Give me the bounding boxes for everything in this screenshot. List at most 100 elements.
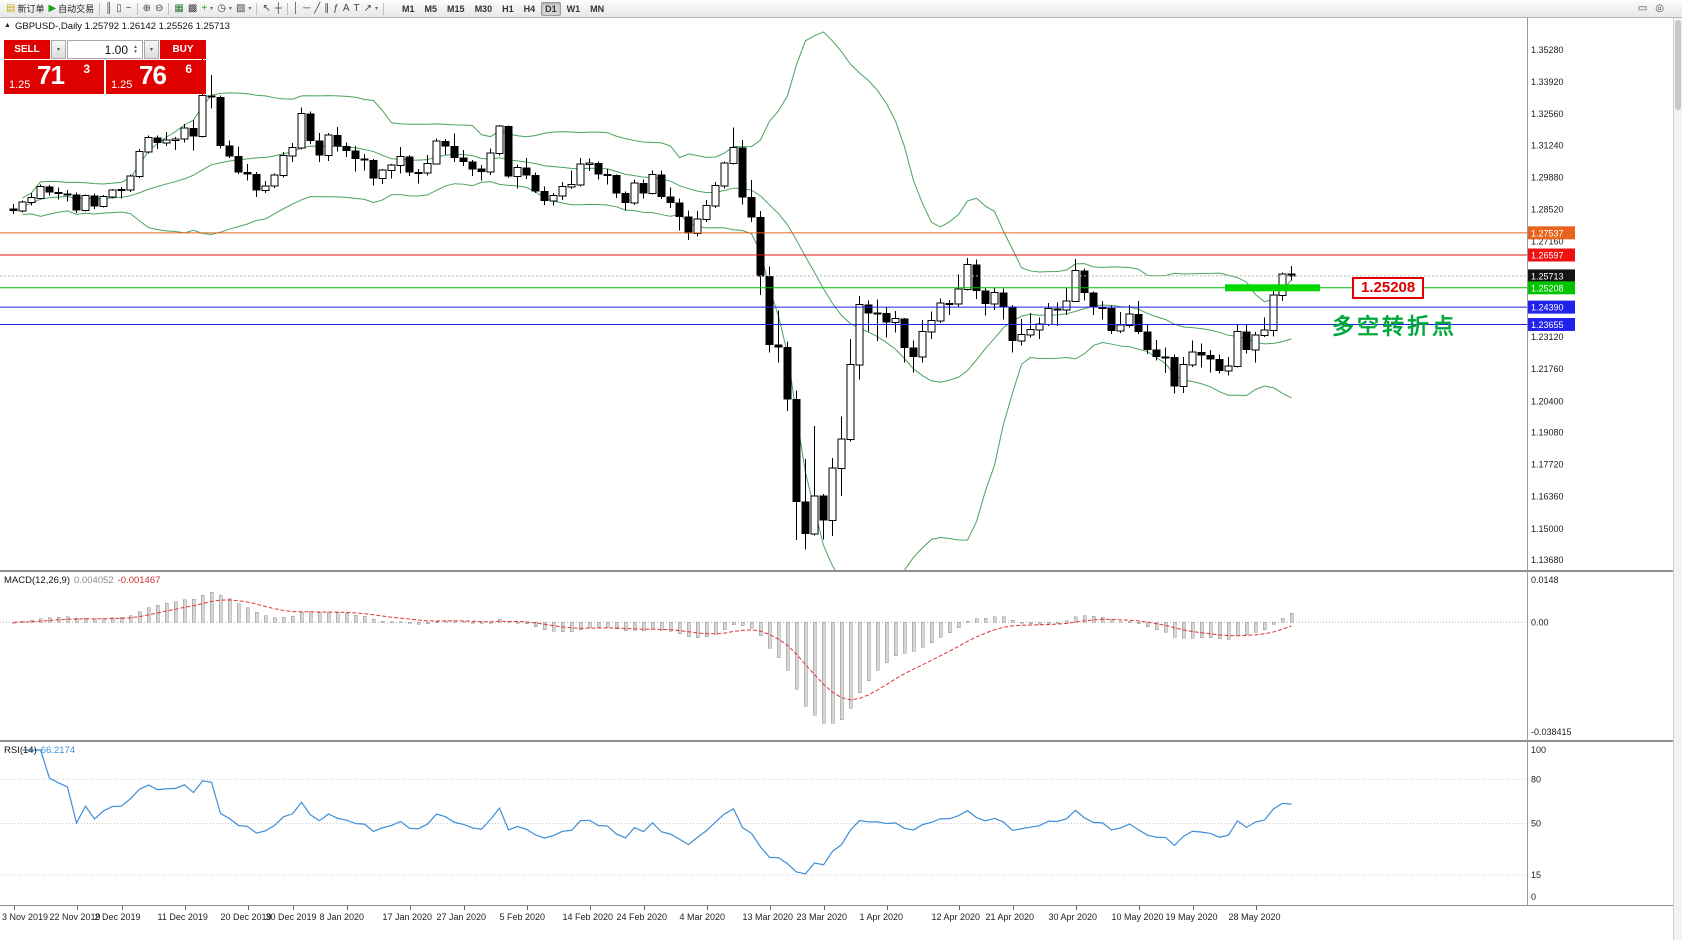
time-axis-tick <box>1012 906 1014 910</box>
toolbar-separator <box>99 2 101 15</box>
scrollbar-thumb[interactable] <box>1675 20 1681 110</box>
search-button[interactable]: ◎ <box>1653 1 1666 16</box>
candle <box>1260 329 1269 337</box>
time-axis-label: 5 Feb 2020 <box>499 912 546 922</box>
templates-icon: ▧ <box>235 2 246 14</box>
buy-options-dropdown[interactable]: ▾ <box>144 40 159 59</box>
time-axis-label: 28 May 2020 <box>1228 912 1281 922</box>
tile-windows-button[interactable]: ▦ <box>172 1 185 16</box>
sell-tab[interactable]: SELL <box>4 40 50 59</box>
candlestick-chart-button[interactable]: ▯ <box>114 1 124 16</box>
candle <box>162 139 171 144</box>
autotrading-button[interactable]: ▶ 自动交易 <box>46 1 96 16</box>
sell-options-dropdown[interactable]: ▾ <box>51 40 66 59</box>
arrows-icon: ↗ <box>363 2 372 14</box>
price-callout-label: 1.25208 <box>1352 276 1425 299</box>
fibonacci-button[interactable]: ƒ <box>331 1 341 16</box>
price-tag-label: 1.23655 <box>1531 320 1564 330</box>
time-axis-label: 11 Dec 2019 <box>157 912 208 922</box>
candle <box>558 186 567 197</box>
annotation-cn-note: 多空转折点 <box>1332 314 1458 340</box>
candle <box>1008 306 1017 342</box>
time-axis-tick <box>589 906 591 910</box>
timeframe-m5-button[interactable]: M5 <box>424 3 438 14</box>
vertical-line-button[interactable]: │ <box>291 1 301 16</box>
text-label-button[interactable]: T <box>352 1 362 16</box>
timeframe-m30-button[interactable]: M30 <box>474 3 493 14</box>
rsi-panel-canvas[interactable]: 100 80 50 15 0 <box>0 742 1682 905</box>
candle <box>270 174 279 187</box>
volume-decrease-icon[interactable]: ▾ <box>134 48 137 55</box>
volume-increase-icon[interactable]: ▴ <box>134 43 137 50</box>
buy-tab[interactable]: BUY <box>160 40 206 59</box>
templates-button[interactable]: ▧ ▾ <box>234 1 253 16</box>
line-chart-button[interactable]: ~ <box>124 1 134 16</box>
macd-panel-canvas[interactable]: 0.0148 0.00 -0.038415 <box>0 572 1682 740</box>
candle <box>972 264 981 291</box>
chart-window-button[interactable]: ▭ <box>1636 1 1649 16</box>
periods-icon: ◷ <box>217 2 226 14</box>
zoom-out-button[interactable]: ⊖ <box>153 1 165 16</box>
vertical-scrollbar[interactable] <box>1673 18 1682 940</box>
candle <box>963 263 972 290</box>
candle <box>630 182 639 204</box>
candle <box>1062 300 1071 311</box>
channel-button[interactable]: ∥ <box>322 1 331 16</box>
indicators-button[interactable]: + ▾ <box>199 1 215 16</box>
candle <box>1026 328 1035 336</box>
panel-separator[interactable] <box>0 570 1682 572</box>
sell-button[interactable]: 1.25 71 3 <box>4 60 104 94</box>
timeframe-m15-button[interactable]: M15 <box>447 3 465 14</box>
toolbar-separator <box>383 2 385 15</box>
candle <box>864 304 873 314</box>
candle <box>1215 358 1224 372</box>
candle <box>639 183 648 194</box>
periods-button[interactable]: ◷ ▾ <box>215 1 234 16</box>
candle <box>207 95 216 98</box>
candle <box>1053 308 1062 311</box>
time-axis-label: 30 Apr 2020 <box>1048 912 1098 922</box>
candle <box>1089 292 1098 308</box>
candle <box>783 346 792 400</box>
bar-chart-button[interactable]: ║ <box>103 1 114 16</box>
timeframe-mn-button[interactable]: MN <box>590 3 605 14</box>
trade-panel-toggle-arrow[interactable]: ▲ <box>4 22 11 29</box>
cascade-windows-button[interactable]: ▩ <box>186 1 199 16</box>
new-order-button[interactable]: ▤ 新订单 <box>4 1 46 16</box>
autotrading-icon: ▶ <box>48 2 57 14</box>
price-axis-label: 1.27160 <box>1531 237 1564 247</box>
price-tag <box>1528 226 1575 240</box>
candle <box>567 184 576 188</box>
main-chart-canvas[interactable]: 1.35280 1.33920 1.32560 1.31240 1.29880 1.285… <box>0 18 1682 570</box>
timeframe-h1-button[interactable]: H1 <box>502 3 514 14</box>
text-button[interactable]: A <box>341 1 352 16</box>
time-axis[interactable]: 3 Nov 2019 22 Nov 2019 2 Dec 2019 11 Dec 20… <box>0 905 1682 926</box>
time-axis-label: 1 Apr 2020 <box>859 912 904 922</box>
cursor-button[interactable]: ↖ <box>260 1 272 16</box>
candle <box>954 288 963 305</box>
price-axis-label: 1.28520 <box>1531 205 1564 215</box>
time-axis-label: 17 Jan 2020 <box>382 912 433 922</box>
arrows-button[interactable]: ↗ ▾ <box>362 1 380 16</box>
timeframe-d1-button[interactable]: D1 <box>541 1 561 16</box>
panel-separator[interactable] <box>0 740 1682 742</box>
candle <box>1242 331 1251 350</box>
candle <box>252 173 261 191</box>
horizontal-line-button[interactable]: ─ <box>301 1 312 16</box>
candle <box>513 167 522 177</box>
price-axis-label: 1.16360 <box>1531 492 1564 502</box>
buy-price-big: 76 <box>139 60 167 90</box>
timeframe-h4-button[interactable]: H4 <box>523 3 536 14</box>
candle <box>261 185 270 192</box>
buy-button[interactable]: 1.25 76 6 <box>106 60 206 94</box>
toolbar-right-group: ▭ ◎ <box>1636 1 1666 16</box>
timeframe-w1-button[interactable]: W1 <box>566 3 581 14</box>
candle <box>90 195 99 207</box>
buy-price-pip: 6 <box>185 62 192 76</box>
timeframe-m1-button[interactable]: M1 <box>402 3 415 14</box>
candle <box>594 162 603 175</box>
crosshair-button[interactable]: ┼ <box>273 1 284 16</box>
zoom-in-button[interactable]: ⊕ <box>141 1 153 16</box>
trendline-button[interactable]: ╱ <box>312 1 322 16</box>
volume-input[interactable]: 1.00 ▴ ▾ <box>67 40 143 59</box>
